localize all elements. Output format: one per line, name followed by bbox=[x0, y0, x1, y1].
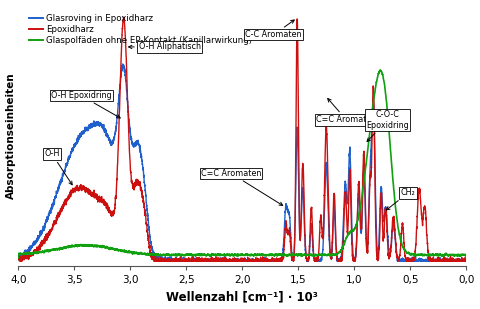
Text: C-O-C
Epoxidring: C-O-C Epoxidring bbox=[367, 110, 409, 142]
Text: C=C Aromaten: C=C Aromaten bbox=[316, 99, 377, 125]
Text: O-H Epoxidring: O-H Epoxidring bbox=[51, 91, 120, 118]
Text: CH₂: CH₂ bbox=[386, 188, 415, 210]
Text: C=C Aromaten: C=C Aromaten bbox=[201, 169, 283, 205]
X-axis label: Wellenzahl [cm⁻¹] · 10³: Wellenzahl [cm⁻¹] · 10³ bbox=[167, 290, 318, 303]
Legend: Glasroving in Epoxidharz, Epoxidharz, Glaspolfäden ohne EP-Kontakt (Kapillarwirk: Glasroving in Epoxidharz, Epoxidharz, Gl… bbox=[27, 12, 254, 47]
Text: O-H: O-H bbox=[44, 150, 72, 185]
Y-axis label: Absorptionseinheiten: Absorptionseinheiten bbox=[6, 72, 15, 199]
Text: C-C Aromaten: C-C Aromaten bbox=[245, 20, 302, 39]
Text: O-H Aliphatisch: O-H Aliphatisch bbox=[129, 42, 201, 51]
